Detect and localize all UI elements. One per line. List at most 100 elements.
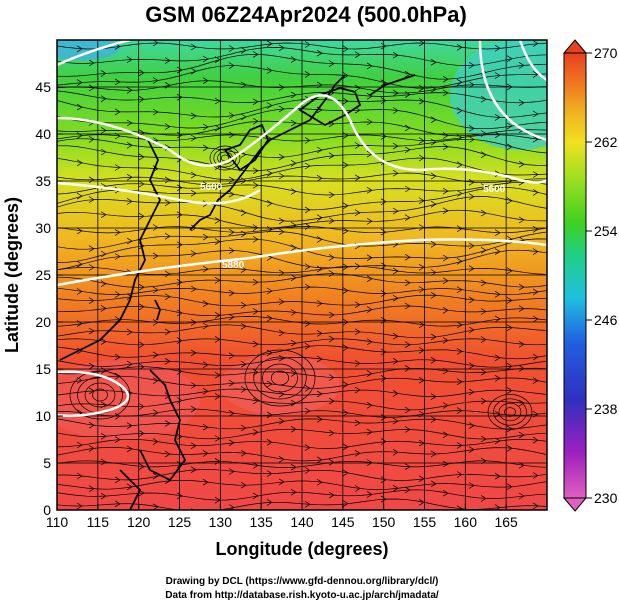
wind-arrow bbox=[100, 250, 107, 258]
wind-arrow bbox=[76, 320, 83, 327]
wind-arrow bbox=[392, 357, 399, 365]
wind-arrow bbox=[468, 422, 475, 429]
y-axis-label: Latitude (degrees) bbox=[2, 197, 22, 353]
wind-arrow bbox=[240, 81, 247, 89]
wind-arrow bbox=[456, 43, 463, 51]
wind-arrow bbox=[342, 45, 349, 53]
wind-arrow bbox=[290, 159, 297, 167]
wind-arrow bbox=[468, 81, 475, 89]
wind-arrow bbox=[532, 225, 539, 233]
wind-arrow bbox=[392, 207, 399, 215]
wind-arrow bbox=[404, 124, 411, 132]
wind-arrow bbox=[480, 246, 487, 254]
wind-arrow bbox=[214, 238, 221, 245]
wind-arrow bbox=[366, 306, 373, 313]
wind-arrow bbox=[418, 84, 425, 92]
circulation-swirl bbox=[262, 363, 298, 393]
wind-arrow bbox=[290, 188, 297, 195]
circulation-swirl bbox=[69, 370, 131, 420]
wind-arrow bbox=[190, 319, 197, 326]
wind-arrow bbox=[88, 421, 95, 429]
streamline bbox=[57, 273, 547, 288]
x-axis-label: Longitude (degrees) bbox=[215, 539, 388, 559]
wind-arrow bbox=[138, 180, 145, 188]
streamline bbox=[57, 138, 547, 158]
wind-arrow bbox=[290, 370, 297, 377]
wind-arrow bbox=[252, 397, 259, 405]
y-tick-label: 5 bbox=[43, 455, 51, 471]
wind-arrow bbox=[100, 127, 107, 134]
wind-arrow bbox=[442, 254, 449, 262]
warm-region-southwest bbox=[57, 360, 200, 440]
colorbar-tick-label: 254 bbox=[594, 223, 618, 239]
wind-arrow bbox=[100, 211, 107, 219]
wind-arrow bbox=[468, 388, 475, 396]
wind-arrow bbox=[380, 228, 387, 236]
wind-arrow bbox=[176, 184, 183, 192]
wind-arrow bbox=[418, 346, 425, 354]
wind-arrow bbox=[88, 362, 95, 370]
wind-arrow bbox=[278, 269, 285, 277]
wind-arrow bbox=[76, 103, 83, 111]
wind-arrow bbox=[278, 153, 285, 161]
y-axis-ticks: 0 5 10 15 20 25 30 35 40 45 bbox=[35, 79, 63, 518]
wind-arrow bbox=[304, 342, 311, 350]
circulation-swirl bbox=[244, 349, 316, 407]
wind-arrow bbox=[214, 183, 221, 191]
wind-arrow bbox=[380, 97, 387, 104]
wind-arrow bbox=[114, 78, 121, 86]
wind-arrow bbox=[88, 84, 95, 92]
x-tick-label: 165 bbox=[494, 514, 518, 530]
wind-arrow bbox=[126, 445, 133, 453]
wind-arrow bbox=[190, 67, 197, 75]
wind-arrow bbox=[442, 337, 449, 344]
wind-arrow bbox=[76, 159, 83, 167]
wind-arrow bbox=[304, 384, 311, 392]
wind-arrow bbox=[228, 131, 235, 139]
wind-arrow bbox=[418, 40, 425, 47]
wind-arrow bbox=[532, 353, 539, 361]
wind-arrow bbox=[278, 172, 285, 180]
wind-arrow bbox=[304, 467, 311, 474]
wind-arrow bbox=[404, 302, 411, 310]
wind-arrow bbox=[442, 207, 449, 215]
wind-arrow bbox=[468, 125, 475, 132]
wind-arrow bbox=[100, 280, 107, 288]
wind-arrow bbox=[354, 386, 361, 394]
wind-arrow bbox=[380, 133, 387, 140]
wind-arrow bbox=[266, 287, 273, 295]
cold-region-northwest bbox=[57, 40, 120, 60]
wind-arrow bbox=[88, 327, 95, 335]
wind-arrow bbox=[240, 209, 247, 217]
wind-arrow bbox=[316, 265, 323, 273]
streamline bbox=[57, 428, 547, 440]
wind-arrow bbox=[404, 91, 411, 98]
wind-arrow bbox=[354, 209, 361, 217]
wind-arrow bbox=[152, 286, 159, 294]
wind-arrow bbox=[518, 340, 525, 348]
wind-arrow bbox=[506, 297, 513, 304]
wind-arrow bbox=[190, 285, 197, 293]
wind-arrow bbox=[252, 51, 259, 58]
wind-arrow bbox=[380, 290, 387, 297]
wind-arrow bbox=[430, 291, 437, 299]
y-tick-label: 15 bbox=[35, 361, 51, 377]
streamline bbox=[57, 249, 547, 271]
wind-arrow bbox=[532, 135, 539, 143]
wind-arrow bbox=[430, 240, 437, 248]
x-tick-label: 145 bbox=[331, 514, 355, 530]
wind-arrow bbox=[88, 135, 95, 143]
wind-arrow bbox=[114, 436, 121, 443]
wind-arrow bbox=[88, 445, 95, 452]
wind-arrow bbox=[456, 378, 463, 386]
wind-arrow bbox=[164, 176, 171, 184]
wind-arrow bbox=[252, 167, 259, 175]
wind-arrow bbox=[152, 351, 159, 359]
wind-arrow bbox=[164, 232, 171, 240]
wind-arrow bbox=[506, 267, 513, 275]
wind-arrow bbox=[366, 370, 373, 377]
wind-arrow bbox=[266, 470, 273, 477]
wind-arrow bbox=[380, 316, 387, 324]
wind-arrow bbox=[228, 468, 235, 475]
wind-arrow bbox=[494, 183, 501, 191]
